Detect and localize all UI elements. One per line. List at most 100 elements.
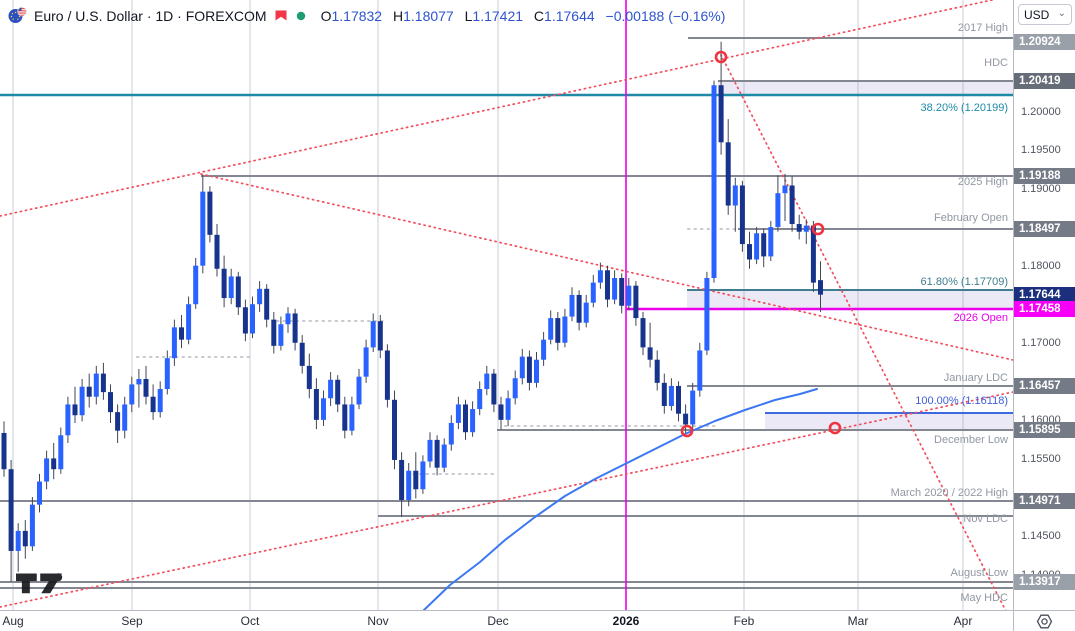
candle-body: [796, 224, 802, 232]
time-axis[interactable]: Aug Sep Oct Nov Dec 2026 Feb Mar Apr: [0, 610, 1013, 631]
candle-body: [370, 321, 376, 348]
candle-body: [434, 439, 440, 468]
candle-body: [583, 302, 589, 323]
candle-body: [626, 285, 632, 306]
candle-body: [44, 458, 50, 482]
candle-body: [228, 276, 234, 299]
price-level-badge: 1.13917: [1014, 574, 1075, 590]
candle-body: [668, 385, 674, 406]
highlight-band: [718, 82, 1013, 94]
candle-body: [100, 373, 106, 393]
candle-body: [157, 389, 163, 413]
candle-body: [321, 398, 326, 420]
flag-icon[interactable]: [274, 9, 288, 22]
candle-body: [115, 412, 121, 431]
candle-body: [562, 316, 568, 343]
time-tick: Apr: [953, 614, 973, 628]
price-level-badge: 1.17458: [1014, 301, 1075, 317]
candle-body: [661, 382, 667, 406]
candle-body: [51, 458, 57, 470]
price-tick: 1.19500: [1021, 144, 1061, 156]
trendline: [720, 54, 1007, 610]
candle-body: [29, 504, 35, 547]
signal-marker: [714, 50, 728, 64]
candle-body: [136, 378, 142, 385]
candle-body: [363, 347, 369, 377]
signal-marker: [828, 421, 842, 435]
candle-body: [221, 268, 227, 299]
candle-body: [448, 422, 454, 445]
candle-body: [235, 276, 241, 308]
candle-body: [654, 359, 660, 383]
candle-body: [633, 285, 639, 319]
candle-body: [818, 280, 823, 295]
candle-body: [725, 142, 731, 206]
price-tick: 1.15500: [1021, 453, 1061, 465]
candle-body: [810, 225, 816, 283]
candle-body: [164, 358, 170, 390]
time-tick: Sep: [121, 614, 143, 628]
candle-body: [285, 313, 291, 325]
candle-body: [129, 384, 135, 405]
candle-body: [747, 244, 752, 260]
candle-body: [207, 191, 213, 235]
candle-body: [718, 85, 724, 143]
high-value: 1.18077: [403, 7, 454, 24]
moving-average-line: [423, 388, 818, 610]
candle-body: [292, 313, 298, 343]
candle-body: [754, 233, 760, 260]
time-tick: Mar: [847, 614, 869, 628]
candle-body: [647, 347, 653, 360]
candle-body: [413, 470, 419, 490]
candle-body: [420, 461, 426, 490]
signal-marker: [811, 222, 825, 236]
candle-body: [65, 404, 71, 436]
candle-body: [676, 385, 681, 414]
symbol-pair-icon: [8, 7, 27, 24]
candle-body: [193, 265, 199, 305]
candle-body: [697, 350, 703, 391]
symbol-title[interactable]: Euro / U.S. Dollar · 1D · FOREXCOM: [34, 7, 267, 24]
scale-settings-icon[interactable]: [1036, 613, 1053, 630]
price-tick: 1.18000: [1021, 260, 1061, 272]
ohlc-readout: O1.17832 H1.18077 L1.17421 C1.17644 −0.0…: [314, 8, 726, 24]
candle-body: [328, 379, 334, 399]
candle-body: [392, 399, 397, 460]
trendline: [0, 391, 1013, 608]
candle-body: [477, 389, 483, 410]
candle-body: [782, 185, 788, 194]
candle-body: [349, 404, 355, 431]
highlight-band: [765, 414, 1013, 429]
open-label: O: [320, 7, 332, 24]
candle-body: [803, 225, 809, 232]
candle-body: [711, 85, 717, 278]
candle-body: [534, 359, 539, 383]
candle-body: [441, 444, 447, 468]
candle-body: [491, 373, 497, 405]
price-axis[interactable]: USD ⌄ 1.20000 1.19500 1.19000 1.18000 1.1700…: [1013, 0, 1075, 631]
high-label: H: [392, 7, 404, 24]
candle-body: [271, 319, 277, 346]
candle-body: [505, 398, 511, 420]
price-tick: 1.20000: [1021, 106, 1061, 118]
currency-selector-button[interactable]: USD ⌄: [1018, 4, 1072, 25]
candle-body: [690, 390, 696, 425]
time-tick: Oct: [240, 614, 260, 628]
candle-body: [789, 185, 795, 225]
candlestick-chart[interactable]: [0, 0, 1013, 610]
candle-body: [775, 193, 781, 228]
candle-body: [122, 404, 128, 431]
candle-body: [605, 270, 610, 300]
candle-body: [377, 321, 383, 351]
time-tick: Aug: [2, 614, 24, 628]
price-level-badge: 1.15895: [1014, 422, 1075, 438]
price-chart-pane[interactable]: 2017 High HDC 38.20% (1.20199) 2025 High Feb…: [0, 0, 1013, 610]
axis-settings-corner[interactable]: [1013, 610, 1075, 631]
candle-body: [58, 435, 64, 470]
candle-body: [484, 373, 490, 390]
currency-label: USD: [1024, 7, 1050, 22]
candle-body: [72, 404, 78, 416]
low-value: 1.17421: [472, 7, 524, 24]
candle-body: [470, 409, 476, 433]
time-tick: 2026: [612, 614, 640, 628]
